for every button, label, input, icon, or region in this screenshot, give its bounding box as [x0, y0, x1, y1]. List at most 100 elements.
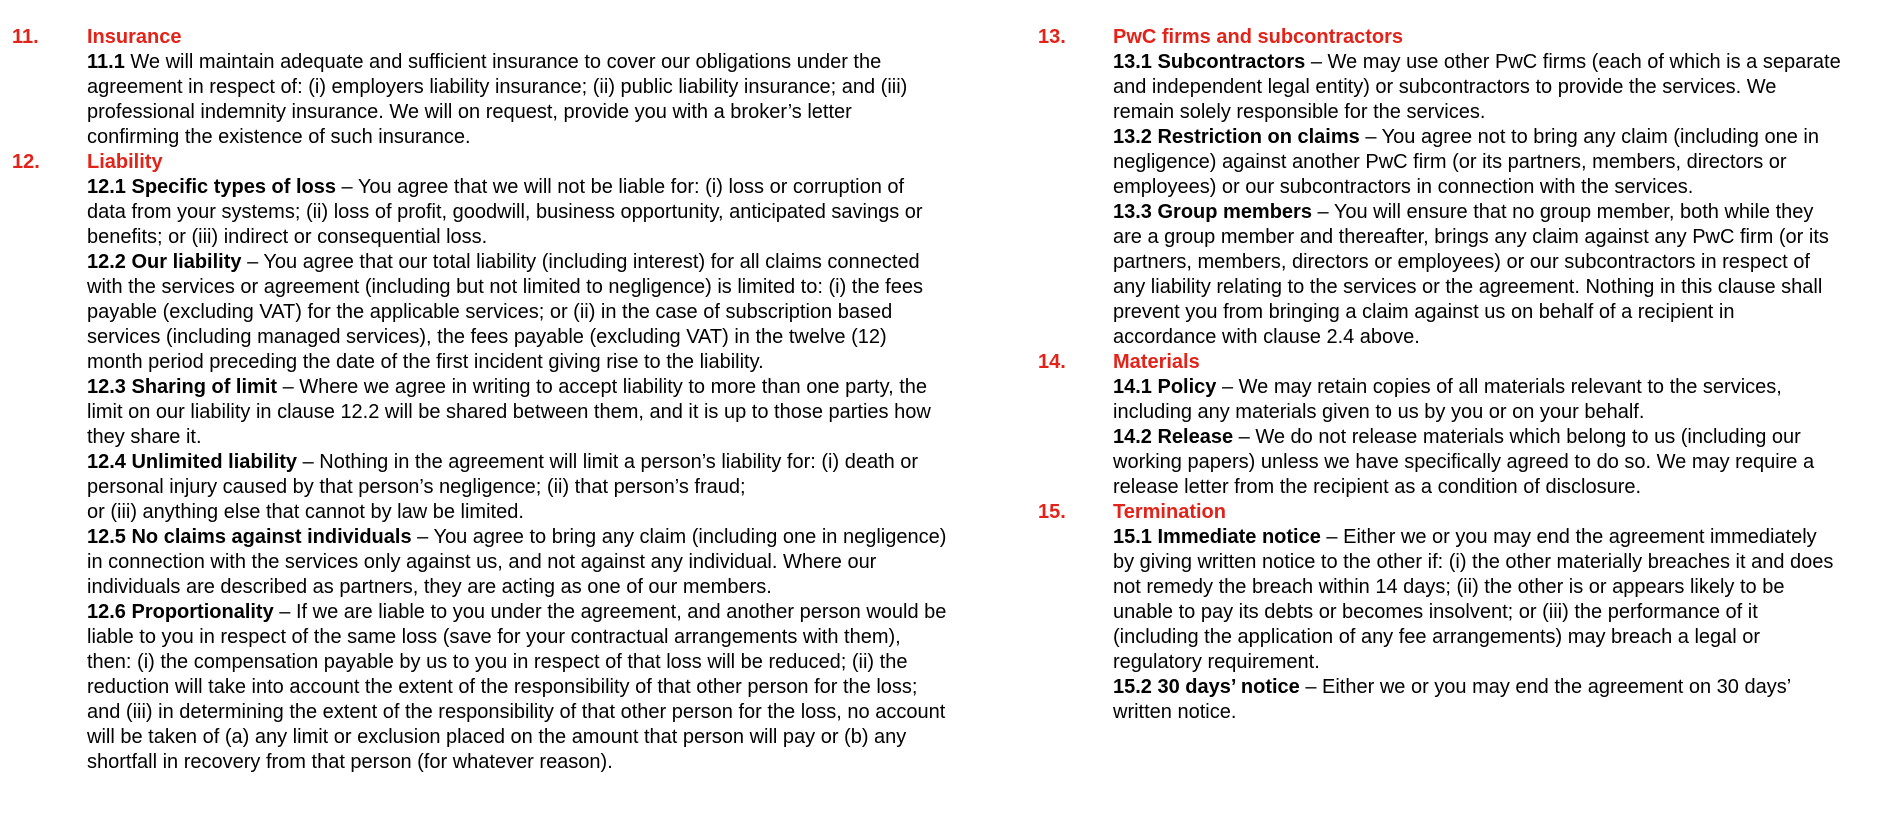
clause-heading: 13.2 Restriction on claims — [1113, 126, 1360, 148]
left-column: 11. Insurance 11.1 We will maintain adequa… — [12, 25, 1012, 775]
section-pwc-firms-and-subcontractors: 13. PwC firms and subcontractors 13.1 Subc… — [1038, 25, 1878, 350]
clause-heading: 14.2 Release — [1113, 426, 1234, 448]
clause: 11.1 We will maintain adequate and suffi… — [87, 50, 1012, 150]
clause-text-line: employees) or our subcontractors in conn… — [1113, 176, 1694, 198]
clause-list: 12.1 Specific types of loss – You agree … — [87, 175, 1012, 775]
clause: 14.2 Release – We do not release materia… — [1113, 425, 1878, 500]
clause-text-line: – You will ensure that no group member, … — [1311, 201, 1814, 223]
clause-heading: 12.6 Proportionality — [87, 601, 274, 623]
clause-text-line: not remedy the breach within 14 days; (i… — [1113, 576, 1785, 598]
clause-text-line: – You agree that we will not be liable f… — [336, 176, 905, 198]
clause: 14.1 Policy – We may retain copies of al… — [1113, 375, 1878, 425]
section-termination: 15. Termination 15.1 Immediate notice – Ei… — [1038, 500, 1878, 725]
clause-text-line: and independent legal entity) or subcont… — [1113, 76, 1777, 98]
clause: 12.1 Specific types of loss – You agree … — [87, 175, 1012, 250]
clause-text-line: in connection with the services only aga… — [87, 551, 877, 573]
clause-text-line: professional indemnity insurance. We wil… — [87, 101, 852, 123]
clause-text-line: release letter from the recipient as a c… — [1113, 476, 1642, 498]
clause-text-line: payable (excluding VAT) for the applicab… — [87, 301, 893, 323]
clause-heading: 12.5 No claims against individuals — [87, 526, 412, 548]
clause-heading: 12.3 Sharing of limit — [87, 376, 278, 398]
section-title: Termination — [1113, 501, 1226, 523]
clause-list: 13.1 Subcontractors – We may use other P… — [1113, 50, 1878, 350]
clause-text-line: – Nothing in the agreement will limit a … — [297, 451, 919, 473]
section-liability: 12. Liability 12.1 Specific types of loss … — [12, 150, 1012, 775]
clause-text-line: agreement in respect of: (i) employers l… — [87, 76, 908, 98]
clause-text-line: benefits; or (iii) indirect or consequen… — [87, 226, 488, 248]
clause-text-line: and (iii) in determining the extent of t… — [87, 701, 946, 723]
clause: 13.2 Restriction on claims – You agree n… — [1113, 125, 1878, 200]
clause-text-line: with the services or agreement (includin… — [87, 276, 923, 298]
section-materials: 14. Materials 14.1 Policy – We may retain … — [1038, 350, 1878, 500]
clause-text-line: (including the application of any fee ar… — [1113, 626, 1761, 648]
clause-text-line: data from your systems; (ii) loss of pro… — [87, 201, 923, 223]
section-number: 14. — [1038, 351, 1066, 373]
clause-text-line: by giving written notice to the other if… — [1113, 551, 1834, 573]
clause-heading: 11.1 — [87, 51, 125, 73]
clause-text-line: working papers) unless we have specifica… — [1113, 451, 1815, 473]
clause-text-line: any liability relating to the services o… — [1113, 276, 1823, 298]
clause: 12.5 No claims against individuals – You… — [87, 525, 1012, 600]
section-heading: 11. Insurance — [12, 25, 1012, 50]
section-title: PwC firms and subcontractors — [1113, 26, 1404, 48]
clause: 13.1 Subcontractors – We may use other P… — [1113, 50, 1878, 125]
clause-heading: 15.1 Immediate notice — [1113, 526, 1321, 548]
section-title: Insurance — [87, 26, 182, 48]
clause-text-line: – If we are liable to you under the agre… — [273, 601, 947, 623]
clause-heading: 15.2 30 days’ notice — [1113, 676, 1300, 698]
clause-text-line: reduction will take into account the ext… — [87, 676, 918, 698]
clause-text-line: month period preceding the date of the f… — [87, 351, 764, 373]
clause-text-line: partners, members, directors or employee… — [1113, 251, 1810, 273]
section-heading: 12. Liability — [12, 150, 1012, 175]
clause-text-line: then: (i) the compensation payable by us… — [87, 651, 908, 673]
clause-list: 15.1 Immediate notice – Either we or you… — [1113, 525, 1878, 725]
clause-text-line: or (iii) anything else that cannot by la… — [87, 501, 524, 523]
section-number: 12. — [12, 151, 40, 173]
clause: 15.2 30 days’ notice – Either we or you … — [1113, 675, 1878, 725]
clause-text-line: accordance with clause 2.4 above. — [1113, 326, 1420, 348]
clause-text-line: including any materials given to us by y… — [1113, 401, 1645, 423]
clause-text-line: We will maintain adequate and sufficient… — [124, 51, 882, 73]
clause: 12.3 Sharing of limit – Where we agree i… — [87, 375, 1012, 450]
clause-text-line: liable to you in respect of the same los… — [87, 626, 901, 648]
clause-list: 14.1 Policy – We may retain copies of al… — [1113, 375, 1878, 500]
clause-text-line: limit on our liability in clause 12.2 wi… — [87, 401, 931, 423]
clause-text-line: confirming the existence of such insuran… — [87, 126, 471, 148]
clause-heading: 14.1 Policy — [1113, 376, 1217, 398]
clause-text-line: services (including managed services), t… — [87, 326, 887, 348]
section-number: 13. — [1038, 26, 1066, 48]
clause-text-line: – You agree not to bring any claim (incl… — [1359, 126, 1819, 148]
clause-text-line: – Either we or you may end the agreement… — [1299, 676, 1792, 698]
clause-text-line: written notice. — [1113, 701, 1237, 723]
clause-text-line: prevent you from bringing a claim agains… — [1113, 301, 1735, 323]
clause-text-line: individuals are described as partners, t… — [87, 576, 772, 598]
clause-list: 11.1 We will maintain adequate and suffi… — [87, 50, 1012, 150]
clause-text-line: – We do not release materials which belo… — [1233, 426, 1801, 448]
clause: 13.3 Group members – You will ensure tha… — [1113, 200, 1878, 350]
section-number: 11. — [12, 26, 39, 48]
clause: 12.2 Our liability – You agree that our … — [87, 250, 1012, 375]
right-column: 13. PwC firms and subcontractors 13.1 Subc… — [1038, 25, 1878, 725]
section-heading: 13. PwC firms and subcontractors — [1038, 25, 1878, 50]
section-insurance: 11. Insurance 11.1 We will maintain adequa… — [12, 25, 1012, 150]
clause-text-line: are a group member and thereafter, bring… — [1113, 226, 1829, 248]
clause-text-line: – You agree to bring any claim (includin… — [411, 526, 947, 548]
clause-heading: 12.2 Our liability — [87, 251, 242, 273]
section-title: Materials — [1113, 351, 1200, 373]
clause-text-line: unable to pay its debts or becomes insol… — [1113, 601, 1758, 623]
section-heading: 15. Termination — [1038, 500, 1878, 525]
clause-heading: 12.1 Specific types of loss — [87, 176, 336, 198]
clause: 12.4 Unlimited liability – Nothing in th… — [87, 450, 1012, 525]
clause-text-line: they share it. — [87, 426, 202, 448]
section-heading: 14. Materials — [1038, 350, 1878, 375]
clause-text-line: regulatory requirement. — [1113, 651, 1320, 673]
clause-text-line: will be taken of (a) any limit or exclus… — [87, 726, 907, 748]
clause-heading: 13.3 Group members — [1113, 201, 1312, 223]
clause-text-line: – We may use other PwC firms (each of wh… — [1305, 51, 1841, 73]
clause: 15.1 Immediate notice – Either we or you… — [1113, 525, 1878, 675]
clause-text-line: personal injury caused by that person’s … — [87, 476, 746, 498]
clause-text-line: – Either we or you may end the agreement… — [1320, 526, 1817, 548]
clause-text-line: – Where we agree in writing to accept li… — [277, 376, 928, 398]
section-title: Liability — [87, 151, 163, 173]
clause-text-line: remain solely responsible for the servic… — [1113, 101, 1486, 123]
